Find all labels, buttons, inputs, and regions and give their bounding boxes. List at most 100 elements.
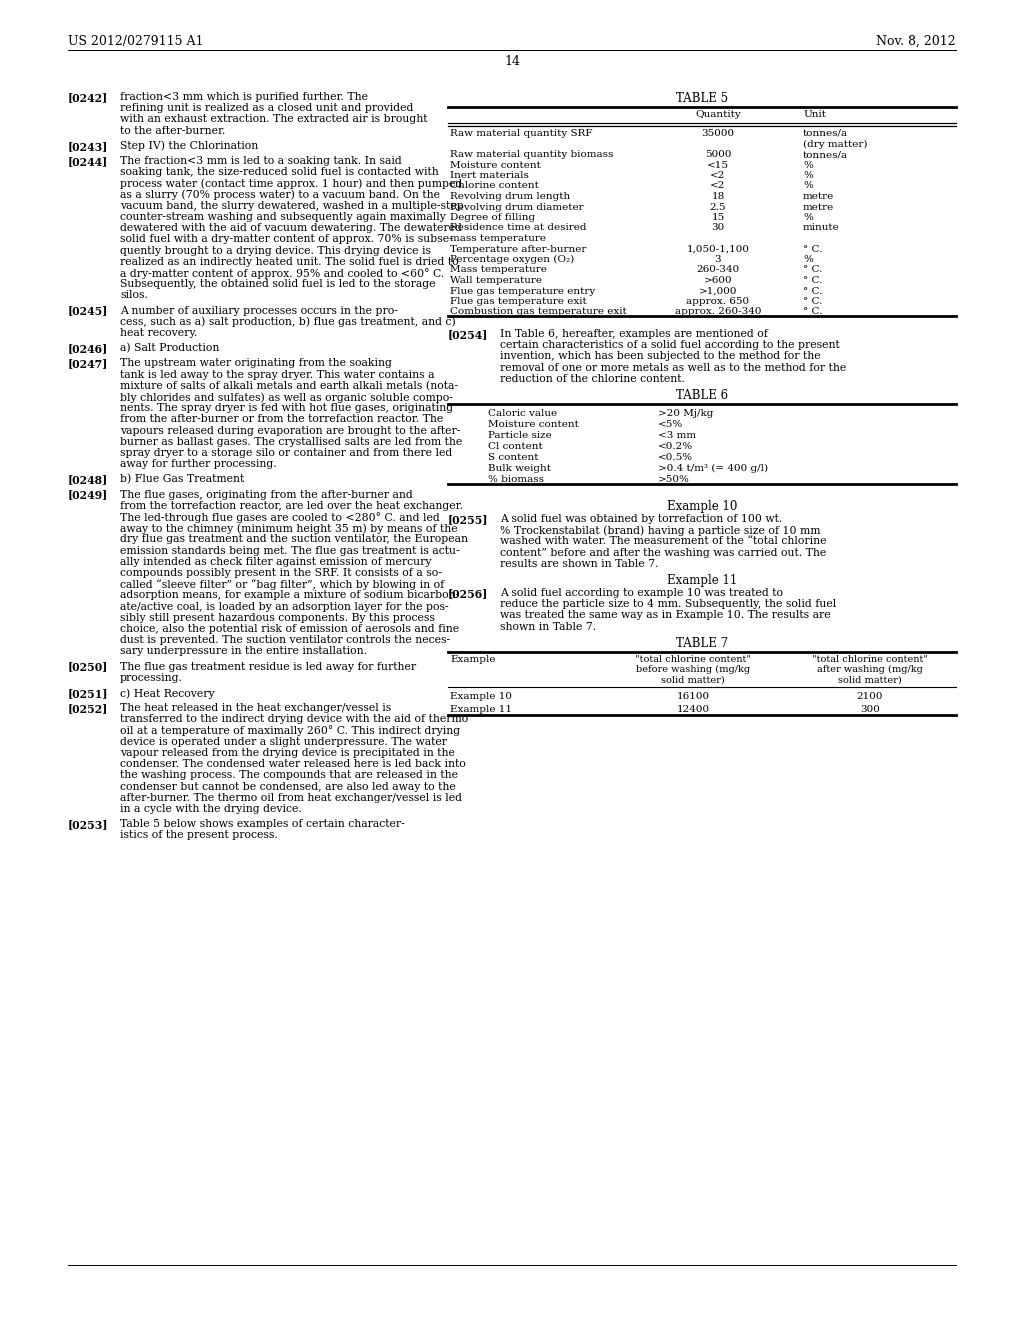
Text: silos.: silos. bbox=[120, 290, 147, 301]
Text: reduction of the chlorine content.: reduction of the chlorine content. bbox=[500, 374, 685, 384]
Text: (dry matter): (dry matter) bbox=[803, 140, 867, 149]
Text: Percentage oxygen (O₂): Percentage oxygen (O₂) bbox=[450, 255, 574, 264]
Text: fraction<3 mm which is purified further. The: fraction<3 mm which is purified further.… bbox=[120, 92, 368, 102]
Text: bly chlorides and sulfates) as well as organic soluble compo-: bly chlorides and sulfates) as well as o… bbox=[120, 392, 453, 403]
Text: 30: 30 bbox=[712, 223, 725, 232]
Text: as a slurry (70% process water) to a vacuum band. On the: as a slurry (70% process water) to a vac… bbox=[120, 190, 440, 201]
Text: Nov. 8, 2012: Nov. 8, 2012 bbox=[877, 36, 956, 48]
Text: [0251]: [0251] bbox=[68, 688, 109, 700]
Text: 5000: 5000 bbox=[705, 150, 731, 158]
Text: 1,050-1,100: 1,050-1,100 bbox=[686, 244, 750, 253]
Text: a) Salt Production: a) Salt Production bbox=[120, 343, 219, 354]
Text: [0255]: [0255] bbox=[449, 513, 488, 525]
Text: Revolving drum diameter: Revolving drum diameter bbox=[450, 202, 584, 211]
Text: The fraction<3 mm is led to a soaking tank. In said: The fraction<3 mm is led to a soaking ta… bbox=[120, 156, 401, 166]
Text: before washing (mg/kg: before washing (mg/kg bbox=[636, 665, 750, 675]
Text: cess, such as a) salt production, b) flue gas treatment, and c): cess, such as a) salt production, b) flu… bbox=[120, 317, 456, 327]
Text: Residence time at desired: Residence time at desired bbox=[450, 223, 587, 232]
Text: Temperature after-burner: Temperature after-burner bbox=[450, 244, 587, 253]
Text: the washing process. The compounds that are released in the: the washing process. The compounds that … bbox=[120, 771, 458, 780]
Text: Bulk weight: Bulk weight bbox=[488, 465, 551, 473]
Text: content” before and after the washing was carried out. The: content” before and after the washing wa… bbox=[500, 548, 826, 557]
Text: was treated the same way as in Example 10. The results are: was treated the same way as in Example 1… bbox=[500, 610, 830, 620]
Text: [0246]: [0246] bbox=[68, 343, 109, 354]
Text: "total chlorine content": "total chlorine content" bbox=[635, 655, 751, 664]
Text: TABLE 6: TABLE 6 bbox=[676, 389, 728, 403]
Text: ate/active coal, is loaded by an adsorption layer for the pos-: ate/active coal, is loaded by an adsorpt… bbox=[120, 602, 449, 611]
Text: 12400: 12400 bbox=[677, 705, 710, 714]
Text: "total chlorine content": "total chlorine content" bbox=[812, 655, 928, 664]
Text: The flue gas treatment residue is led away for further: The flue gas treatment residue is led aw… bbox=[120, 661, 416, 672]
Text: The flue gases, originating from the after-burner and: The flue gases, originating from the aft… bbox=[120, 490, 413, 499]
Text: Flue gas temperature exit: Flue gas temperature exit bbox=[450, 297, 587, 306]
Text: soaking tank, the size-reduced solid fuel is contacted with: soaking tank, the size-reduced solid fue… bbox=[120, 168, 438, 177]
Text: [0250]: [0250] bbox=[68, 661, 109, 673]
Text: Wall temperature: Wall temperature bbox=[450, 276, 542, 285]
Text: removal of one or more metals as well as to the method for the: removal of one or more metals as well as… bbox=[500, 363, 846, 372]
Text: <5%: <5% bbox=[658, 420, 683, 429]
Text: <2: <2 bbox=[711, 181, 726, 190]
Text: vapour released from the drying device is precipitated in the: vapour released from the drying device i… bbox=[120, 748, 455, 758]
Text: <0.5%: <0.5% bbox=[658, 453, 693, 462]
Text: realized as an indirectly heated unit. The solid fuel is dried to: realized as an indirectly heated unit. T… bbox=[120, 257, 459, 267]
Text: condenser but cannot be condensed, are also led away to the: condenser but cannot be condensed, are a… bbox=[120, 781, 456, 792]
Text: after-burner. The thermo oil from heat exchanger/vessel is led: after-burner. The thermo oil from heat e… bbox=[120, 793, 462, 803]
Text: 2100: 2100 bbox=[857, 692, 884, 701]
Text: Subsequently, the obtained solid fuel is led to the storage: Subsequently, the obtained solid fuel is… bbox=[120, 280, 435, 289]
Text: results are shown in Table 7.: results are shown in Table 7. bbox=[500, 558, 658, 569]
Text: approx. 260-340: approx. 260-340 bbox=[675, 308, 761, 317]
Text: heat recovery.: heat recovery. bbox=[120, 327, 198, 338]
Text: Raw material quantity SRF: Raw material quantity SRF bbox=[450, 129, 593, 139]
Text: <3 mm: <3 mm bbox=[658, 432, 696, 440]
Text: ° C.: ° C. bbox=[803, 276, 822, 285]
Text: [0253]: [0253] bbox=[68, 820, 109, 830]
Text: Degree of filling: Degree of filling bbox=[450, 213, 536, 222]
Text: invention, which has been subjected to the method for the: invention, which has been subjected to t… bbox=[500, 351, 820, 362]
Text: process water (contact time approx. 1 hour) and then pumped: process water (contact time approx. 1 ho… bbox=[120, 178, 462, 189]
Text: dewatered with the aid of vacuum dewatering. The dewatered: dewatered with the aid of vacuum dewater… bbox=[120, 223, 462, 234]
Text: choice, also the potential risk of emission of aerosols and fine: choice, also the potential risk of emiss… bbox=[120, 624, 459, 634]
Text: >0.4 t/m³ (= 400 g/l): >0.4 t/m³ (= 400 g/l) bbox=[658, 465, 768, 473]
Text: a dry-matter content of approx. 95% and cooled to <60° C.: a dry-matter content of approx. 95% and … bbox=[120, 268, 444, 279]
Text: US 2012/0279115 A1: US 2012/0279115 A1 bbox=[68, 36, 204, 48]
Text: <2: <2 bbox=[711, 172, 726, 180]
Text: >1,000: >1,000 bbox=[698, 286, 737, 296]
Text: tonnes/a: tonnes/a bbox=[803, 150, 848, 158]
Text: nents. The spray dryer is fed with hot flue gases, originating: nents. The spray dryer is fed with hot f… bbox=[120, 403, 454, 413]
Text: In Table 6, hereafter, examples are mentioned of: In Table 6, hereafter, examples are ment… bbox=[500, 329, 768, 339]
Text: sary underpressure in the entire installation.: sary underpressure in the entire install… bbox=[120, 647, 367, 656]
Text: >20 Mj/kg: >20 Mj/kg bbox=[658, 409, 714, 418]
Text: ally intended as check filter against emission of mercury: ally intended as check filter against em… bbox=[120, 557, 431, 566]
Text: %: % bbox=[803, 213, 813, 222]
Text: Unit: Unit bbox=[803, 110, 826, 119]
Text: Example 11: Example 11 bbox=[667, 574, 737, 587]
Text: TABLE 7: TABLE 7 bbox=[676, 636, 728, 649]
Text: Mass temperature: Mass temperature bbox=[450, 265, 547, 275]
Text: counter-stream washing and subsequently again maximally: counter-stream washing and subsequently … bbox=[120, 213, 445, 222]
Text: [0254]: [0254] bbox=[449, 329, 488, 341]
Text: Moisture content: Moisture content bbox=[488, 420, 579, 429]
Text: after washing (mg/kg: after washing (mg/kg bbox=[817, 665, 923, 675]
Text: Revolving drum length: Revolving drum length bbox=[450, 191, 570, 201]
Text: %: % bbox=[803, 181, 813, 190]
Text: away for further processing.: away for further processing. bbox=[120, 459, 276, 469]
Text: <0.2%: <0.2% bbox=[658, 442, 693, 451]
Text: quently brought to a drying device. This drying device is: quently brought to a drying device. This… bbox=[120, 246, 431, 256]
Text: >50%: >50% bbox=[658, 475, 690, 484]
Text: minute: minute bbox=[803, 223, 840, 232]
Text: from the torrefaction reactor, are led over the heat exchanger.: from the torrefaction reactor, are led o… bbox=[120, 500, 463, 511]
Text: [0244]: [0244] bbox=[68, 156, 109, 168]
Text: A solid fuel was obtained by torrefaction of 100 wt.: A solid fuel was obtained by torrefactio… bbox=[500, 513, 782, 524]
Text: processing.: processing. bbox=[120, 673, 183, 682]
Text: dust is prevented. The suction ventilator controls the neces-: dust is prevented. The suction ventilato… bbox=[120, 635, 451, 645]
Text: away to the chimney (minimum height 35 m) by means of the: away to the chimney (minimum height 35 m… bbox=[120, 523, 458, 533]
Text: istics of the present process.: istics of the present process. bbox=[120, 830, 278, 841]
Text: mass temperature: mass temperature bbox=[450, 234, 546, 243]
Text: refining unit is realized as a closed unit and provided: refining unit is realized as a closed un… bbox=[120, 103, 414, 114]
Text: Raw material quantity biomass: Raw material quantity biomass bbox=[450, 150, 613, 158]
Text: [0252]: [0252] bbox=[68, 704, 109, 714]
Text: Flue gas temperature entry: Flue gas temperature entry bbox=[450, 286, 595, 296]
Text: 2.5: 2.5 bbox=[710, 202, 726, 211]
Text: Example: Example bbox=[450, 655, 496, 664]
Text: 14: 14 bbox=[504, 55, 520, 69]
